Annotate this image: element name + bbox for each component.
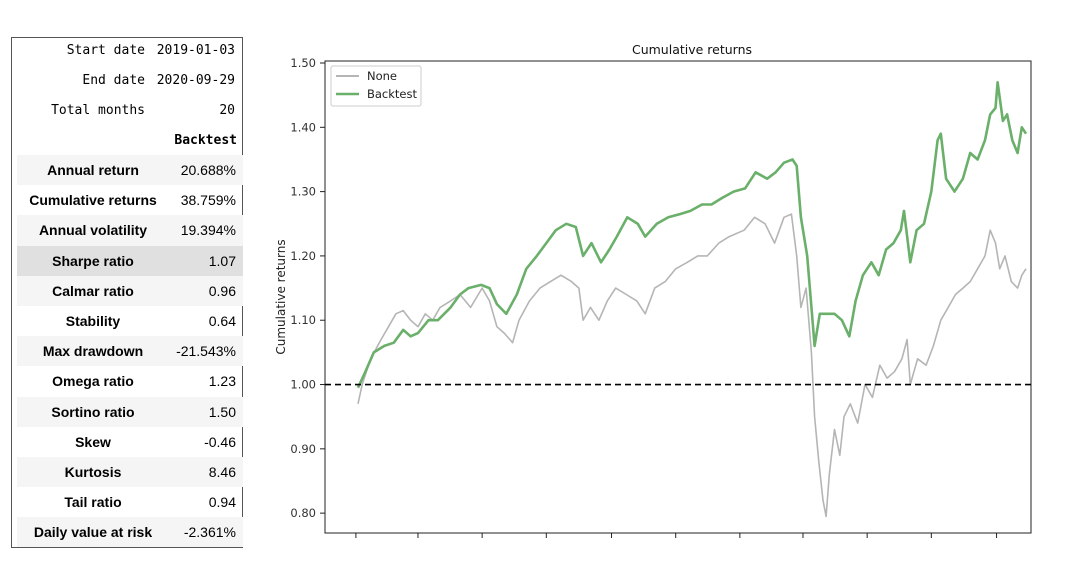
chart-title: Cumulative returns xyxy=(632,42,752,57)
stats-row-tail-ratio: Tail ratio 0.94 xyxy=(17,487,243,517)
y-tick-label: 1.00 xyxy=(290,378,316,392)
y-tick-label: 0.80 xyxy=(290,506,316,520)
stats-row-annual-return: Annual return 20.688% xyxy=(17,155,243,186)
y-axis: 0.80 0.90 1.00 1.10 1.20 1.30 1.40 1.50 xyxy=(290,56,325,520)
stats-row-cumulative-returns: Cumulative returns 38.759% xyxy=(17,185,243,215)
stats-row-sortino-ratio: Sortino ratio 1.50 xyxy=(17,396,243,427)
stat-label: Annual volatility xyxy=(17,215,169,246)
stats-row-skew: Skew -0.46 xyxy=(17,427,243,457)
stat-value: -21.543% xyxy=(169,336,243,367)
series-layer xyxy=(356,81,1028,518)
stat-value: 1.50 xyxy=(169,396,243,427)
stats-row-max-drawdown: Max drawdown -21.543% xyxy=(17,336,243,367)
start-date-row: Start date 2019-01-03 xyxy=(12,38,242,68)
stat-value: 8.46 xyxy=(169,456,243,488)
stats-row-sharpe-ratio: Sharpe ratio 1.07 xyxy=(17,245,243,276)
y-axis-label: Cumulative returns xyxy=(274,239,288,354)
backtest-column-header: Backtest xyxy=(174,133,237,148)
stat-label: Cumulative returns xyxy=(29,192,157,209)
plot-frame xyxy=(324,60,1032,534)
stat-value: 1.23 xyxy=(208,373,236,390)
stat-value: 0.64 xyxy=(208,313,236,330)
x-axis xyxy=(355,533,998,538)
performance-stats-panel: Start date 2019-01-03 End date 2020-09-2… xyxy=(11,37,243,548)
start-date-label: Start date xyxy=(66,43,145,58)
series-line-none xyxy=(357,213,1027,518)
y-tick-label: 1.20 xyxy=(290,249,316,263)
series-line-backtest xyxy=(356,81,1028,389)
stats-row-omega-ratio: Omega ratio 1.23 xyxy=(17,366,243,396)
legend-label-backtest: Backtest xyxy=(367,87,417,101)
stat-value: 1.07 xyxy=(169,245,243,276)
stat-value: 0.96 xyxy=(169,275,243,306)
stat-label: Sortino ratio xyxy=(17,396,169,427)
stat-value: -0.46 xyxy=(204,433,236,450)
total-months-row: Total months 20 xyxy=(12,98,242,128)
y-tick-label: 1.50 xyxy=(290,56,316,70)
stat-value: -2.361% xyxy=(169,517,243,548)
stat-label: Sharpe ratio xyxy=(17,245,169,276)
stat-label: Skew xyxy=(75,433,111,450)
end-date-value: 2020-09-29 xyxy=(156,73,235,88)
end-date-label: End date xyxy=(82,73,145,88)
y-tick-label: 0.90 xyxy=(290,442,316,456)
y-tick-label: 1.10 xyxy=(290,313,316,327)
stats-table: Annual return 20.688% Cumulative returns… xyxy=(17,155,243,548)
total-months-value: 20 xyxy=(219,103,235,118)
legend-label-none: None xyxy=(367,69,397,83)
stat-label: Stability xyxy=(65,313,121,330)
stat-value: 38.759% xyxy=(180,192,236,209)
y-tick-label: 1.40 xyxy=(290,120,316,134)
total-months-label: Total months xyxy=(51,103,145,118)
stats-row-stability: Stability 0.64 xyxy=(17,306,243,336)
stat-label: Daily value at risk xyxy=(17,517,169,548)
stat-label: Annual return xyxy=(17,155,169,186)
stats-row-kurtosis: Kurtosis 8.46 xyxy=(17,456,243,488)
y-tick-label: 1.30 xyxy=(290,185,316,199)
stat-label: Omega ratio xyxy=(52,373,134,390)
stat-value: 19.394% xyxy=(169,215,243,246)
stats-row-calmar-ratio: Calmar ratio 0.96 xyxy=(17,275,243,306)
stat-value: 20.688% xyxy=(169,155,243,186)
stat-label: Kurtosis xyxy=(17,456,169,488)
stat-label: Max drawdown xyxy=(17,336,169,367)
stats-row-annual-volatility: Annual volatility 19.394% xyxy=(17,215,243,246)
start-date-value: 2019-01-03 xyxy=(156,43,235,58)
stats-row-daily-value-at-risk: Daily value at risk -2.361% xyxy=(17,517,243,548)
stat-label: Tail ratio xyxy=(64,494,122,511)
end-date-row: End date 2020-09-29 xyxy=(12,68,242,98)
stat-label: Calmar ratio xyxy=(17,275,169,306)
chart-legend: None Backtest xyxy=(330,65,422,107)
stat-value: 0.94 xyxy=(208,494,236,511)
